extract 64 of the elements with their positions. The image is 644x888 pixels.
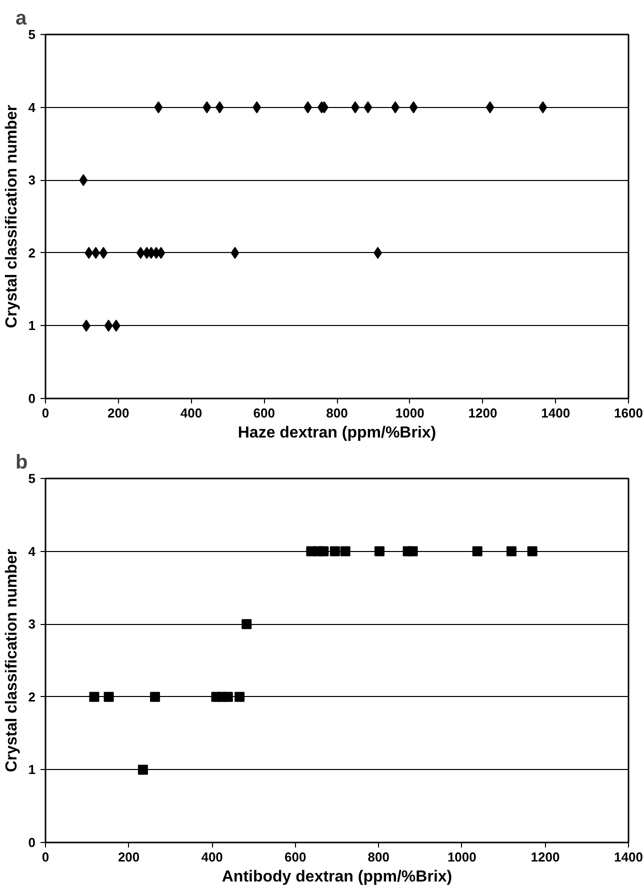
y-tick-label: 3 <box>28 172 36 188</box>
x-tick-label: 1200 <box>530 850 560 864</box>
point <box>84 246 94 259</box>
point <box>104 692 114 702</box>
point <box>138 764 148 775</box>
x-tick-label: 400 <box>201 850 223 864</box>
point <box>364 101 372 114</box>
point <box>538 101 548 114</box>
y-tick-label: 1 <box>28 762 36 778</box>
point <box>202 101 212 114</box>
point <box>242 619 252 630</box>
point <box>79 174 88 186</box>
point <box>486 101 494 114</box>
point <box>304 101 312 114</box>
y-tick-label: 4 <box>28 544 36 559</box>
point <box>318 546 329 556</box>
x-tick-label: 800 <box>326 406 348 420</box>
y-tick-label: 5 <box>28 471 36 486</box>
x-tick-label: 1400 <box>541 406 570 420</box>
y-tick-label: 3 <box>28 616 36 632</box>
x-tick-label: 800 <box>368 850 390 864</box>
y-axis-title: Crystal classification number <box>3 548 20 772</box>
x-tick-label: 1000 <box>447 850 476 864</box>
x-tick-label: 1400 <box>614 850 643 864</box>
x-axis-title: Antibody dextran (ppm/%Brix) <box>222 868 452 886</box>
point <box>136 246 145 259</box>
y-tick-label: 2 <box>28 245 36 260</box>
point <box>89 692 100 702</box>
x-tick-label: 0 <box>42 406 50 420</box>
y-tick-label: 0 <box>28 835 36 850</box>
x-tick-label: 0 <box>42 850 50 864</box>
x-axis-title: Haze dextran (ppm/%Brix) <box>238 424 436 442</box>
chart-title: b <box>16 452 28 474</box>
x-tick-label: 600 <box>284 850 306 864</box>
y-tick-label: 2 <box>28 689 36 704</box>
point <box>104 320 113 332</box>
y-tick-label: 5 <box>28 27 36 42</box>
x-tick-label: 1200 <box>468 406 498 420</box>
point <box>230 246 240 259</box>
chart-title: a <box>16 8 28 30</box>
x-tick-label: 600 <box>253 406 275 420</box>
x-tick-label: 1000 <box>395 406 424 420</box>
point <box>409 101 418 114</box>
point <box>408 546 418 556</box>
point <box>374 546 384 556</box>
point <box>234 692 245 702</box>
point <box>330 546 340 556</box>
point <box>472 546 482 556</box>
x-tick-label: 1600 <box>614 406 643 420</box>
x-tick-label: 200 <box>108 406 130 420</box>
point <box>506 546 516 556</box>
point <box>99 246 108 259</box>
point <box>150 692 160 702</box>
y-tick-label: 1 <box>28 318 36 334</box>
x-tick-label: 400 <box>180 406 202 420</box>
y-tick-label: 0 <box>28 391 36 406</box>
point <box>340 546 350 556</box>
point <box>222 692 233 702</box>
point <box>527 546 538 556</box>
point <box>252 101 262 114</box>
y-tick-label: 4 <box>28 100 36 115</box>
y-axis-title: Crystal classification number <box>3 104 20 328</box>
point <box>154 101 163 114</box>
x-tick-label: 200 <box>118 850 140 864</box>
